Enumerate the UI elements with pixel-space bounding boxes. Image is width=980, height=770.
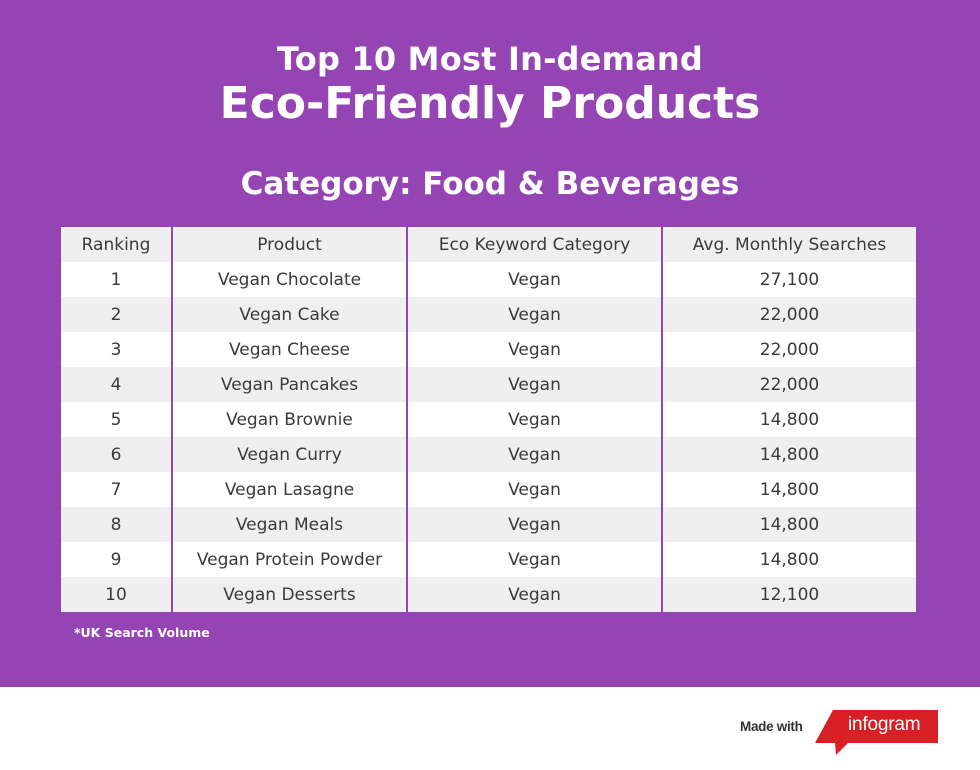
table-row: 7 Vegan Lasagne Vegan 14,800	[61, 472, 916, 507]
column-header-product: Product	[172, 227, 408, 262]
cell-category: Vegan	[407, 367, 663, 402]
cell-ranking: 8	[61, 507, 173, 542]
cell-category: Vegan	[407, 577, 663, 612]
title-line-2: Eco-Friendly Products	[219, 78, 761, 129]
cell-searches: 22,000	[662, 332, 916, 367]
cell-product: Vegan Chocolate	[172, 262, 408, 297]
cell-category: Vegan	[407, 542, 663, 577]
infogram-brand-text: infogram	[848, 714, 921, 735]
made-with-label: Made with	[740, 719, 803, 734]
made-with-infogram-link[interactable]: Made with infogram	[740, 710, 940, 755]
cell-category: Vegan	[407, 472, 663, 507]
table-row: 1 Vegan Chocolate Vegan 27,100	[61, 262, 916, 297]
table-header-row: Ranking Product Eco Keyword Category Avg…	[61, 227, 916, 262]
column-header-avg-monthly-searches: Avg. Monthly Searches	[662, 227, 916, 262]
cell-searches: 14,800	[662, 542, 916, 577]
cell-category: Vegan	[407, 507, 663, 542]
cell-ranking: 2	[61, 297, 173, 332]
title-line-1: Top 10 Most In-demand	[277, 40, 703, 78]
table-row: 8 Vegan Meals Vegan 14,800	[61, 507, 916, 542]
table-row: 2 Vegan Cake Vegan 22,000	[61, 297, 916, 332]
cell-ranking: 7	[61, 472, 173, 507]
table-row: 5 Vegan Brownie Vegan 14,800	[61, 402, 916, 437]
cell-searches: 22,000	[662, 367, 916, 402]
cell-ranking: 1	[61, 262, 173, 297]
cell-category: Vegan	[407, 297, 663, 332]
cell-ranking: 9	[61, 542, 173, 577]
cell-product: Vegan Pancakes	[172, 367, 408, 402]
cell-searches: 22,000	[662, 297, 916, 332]
table-row: 3 Vegan Cheese Vegan 22,000	[61, 332, 916, 367]
cell-product: Vegan Cheese	[172, 332, 408, 367]
cell-searches: 14,800	[662, 507, 916, 542]
table-row: 10 Vegan Desserts Vegan 12,100	[61, 577, 916, 612]
infographic-panel: Top 10 Most In-demand Eco-Friendly Produ…	[0, 0, 980, 687]
infogram-logo-icon	[815, 710, 938, 755]
table-row: 9 Vegan Protein Powder Vegan 14,800	[61, 542, 916, 577]
cell-searches: 14,800	[662, 402, 916, 437]
category-subtitle: Category: Food & Beverages	[240, 166, 740, 202]
column-header-eco-keyword-category: Eco Keyword Category	[407, 227, 663, 262]
cell-product: Vegan Brownie	[172, 402, 408, 437]
cell-ranking: 3	[61, 332, 173, 367]
table-row: 6 Vegan Curry Vegan 14,800	[61, 437, 916, 472]
cell-searches: 12,100	[662, 577, 916, 612]
cell-category: Vegan	[407, 332, 663, 367]
cell-product: Vegan Cake	[172, 297, 408, 332]
cell-category: Vegan	[407, 262, 663, 297]
table-row: 4 Vegan Pancakes Vegan 22,000	[61, 367, 916, 402]
cell-product: Vegan Protein Powder	[172, 542, 408, 577]
cell-searches: 14,800	[662, 437, 916, 472]
cell-ranking: 6	[61, 437, 173, 472]
cell-ranking: 5	[61, 402, 173, 437]
footnote: *UK Search Volume	[74, 625, 210, 640]
column-header-ranking: Ranking	[61, 227, 173, 262]
cell-searches: 14,800	[662, 472, 916, 507]
cell-category: Vegan	[407, 402, 663, 437]
cell-product: Vegan Meals	[172, 507, 408, 542]
products-table: Ranking Product Eco Keyword Category Avg…	[61, 227, 916, 612]
cell-ranking: 10	[61, 577, 173, 612]
cell-category: Vegan	[407, 437, 663, 472]
cell-ranking: 4	[61, 367, 173, 402]
cell-searches: 27,100	[662, 262, 916, 297]
cell-product: Vegan Desserts	[172, 577, 408, 612]
cell-product: Vegan Curry	[172, 437, 408, 472]
cell-product: Vegan Lasagne	[172, 472, 408, 507]
